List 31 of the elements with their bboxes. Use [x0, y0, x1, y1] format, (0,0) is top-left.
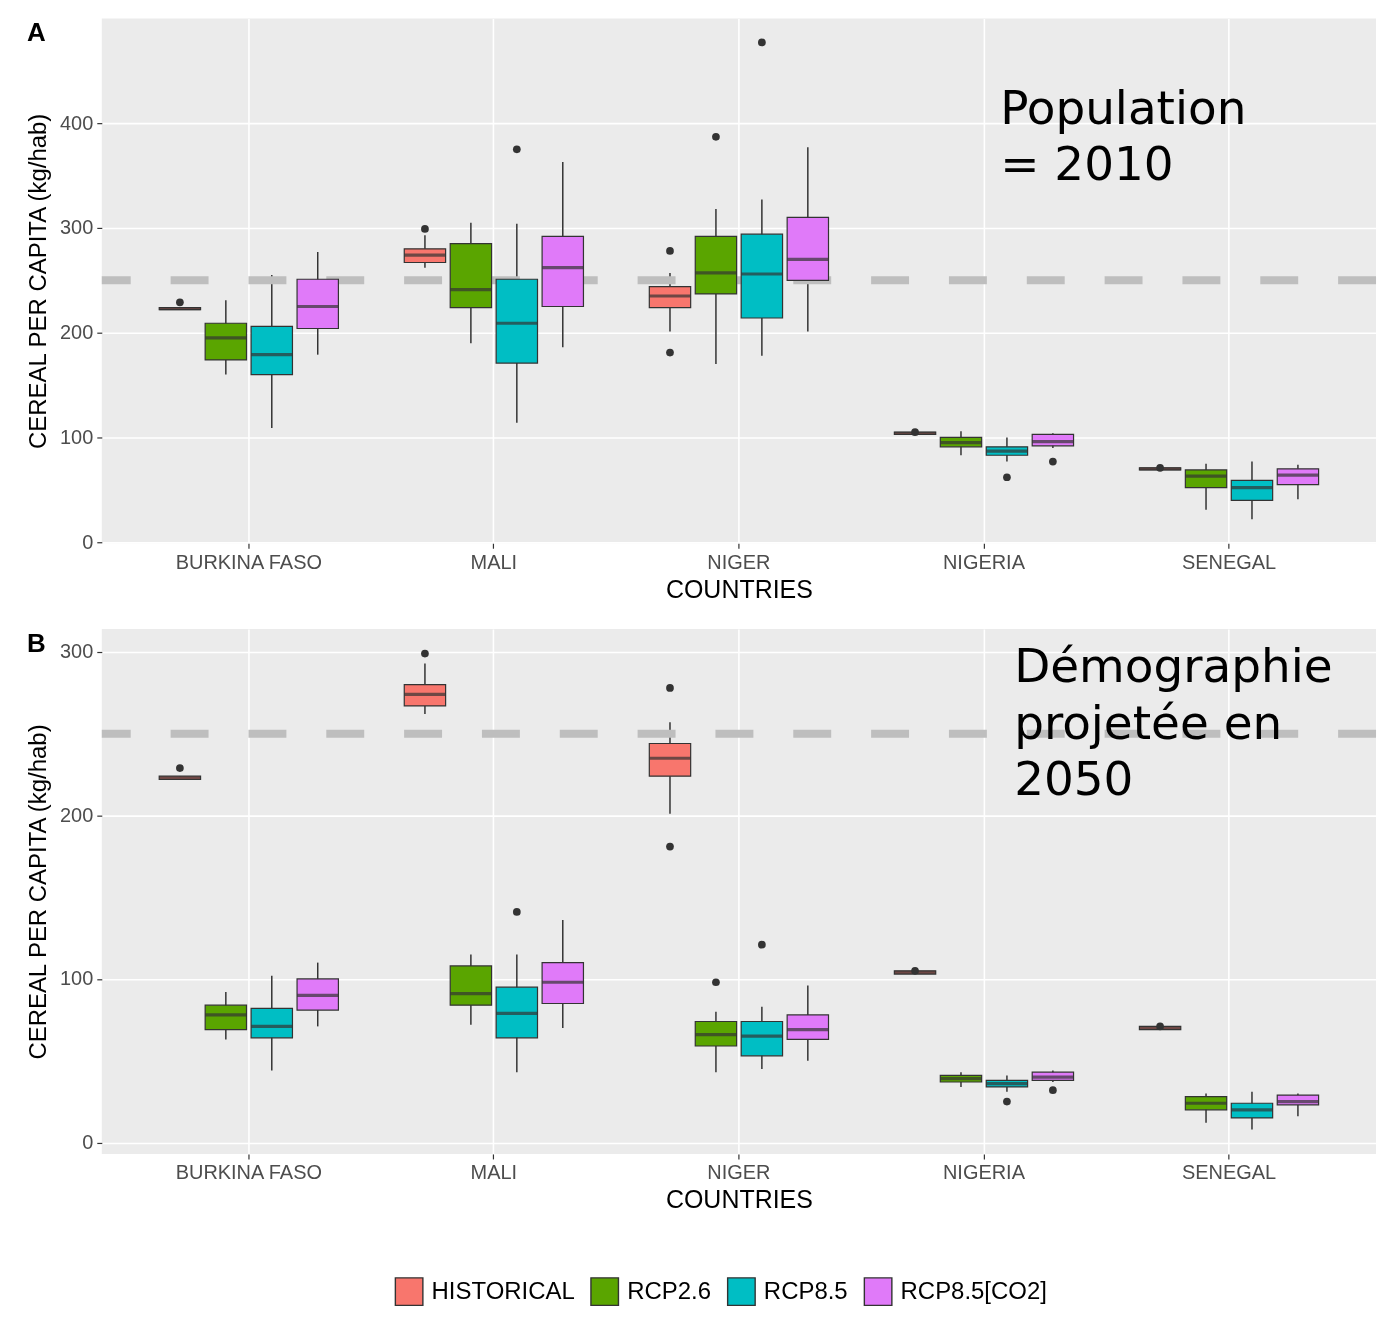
x-tick-label: MALI	[470, 550, 518, 573]
y-tick-label: 100	[60, 967, 94, 990]
x-tick-label: NIGERIA	[942, 1161, 1026, 1184]
x-tick-label: NIGER	[707, 550, 771, 573]
annotation: Population = 2010	[1000, 79, 1247, 192]
legend-label: HISTORICAL	[431, 1276, 575, 1304]
y-tick-label: 300	[60, 216, 94, 239]
legend-label: RCP8.5	[763, 1276, 848, 1304]
x-tick-label: SENEGAL	[1181, 1161, 1277, 1184]
y-tick-label: 0	[82, 1130, 94, 1153]
y-tick-label: 0	[82, 530, 94, 553]
x-tick-label: NIGERIA	[942, 550, 1026, 573]
x-axis-title: COUNTRIES	[665, 1185, 813, 1214]
x-tick-label: BURKINA FASO	[175, 1161, 322, 1184]
x-axis-title: COUNTRIES	[665, 574, 813, 603]
chart-title: A	[26, 18, 46, 47]
x-tick-label: SENEGAL	[1181, 550, 1277, 573]
x-tick-label: MALI	[470, 1161, 518, 1184]
x-tick-label: BURKINA FASO	[175, 550, 322, 573]
legend-label: RCP8.5[CO2]	[900, 1276, 1047, 1304]
y-axis-title: CEREAL PER CAPITA (kg/hab)	[24, 113, 52, 449]
legend-label: RCP2.6	[627, 1276, 711, 1304]
annotation: Démographie projetée en 2050	[1014, 637, 1333, 807]
y-tick-label: 300	[60, 640, 94, 663]
y-tick-label: 200	[60, 321, 94, 344]
chart-title: B	[26, 629, 46, 658]
y-tick-label: 400	[60, 111, 94, 134]
y-tick-label: 200	[60, 803, 94, 826]
y-axis-title: CEREAL PER CAPITA (kg/hab)	[24, 724, 52, 1060]
y-tick-label: 100	[60, 425, 94, 448]
x-tick-label: NIGER	[707, 1161, 771, 1184]
